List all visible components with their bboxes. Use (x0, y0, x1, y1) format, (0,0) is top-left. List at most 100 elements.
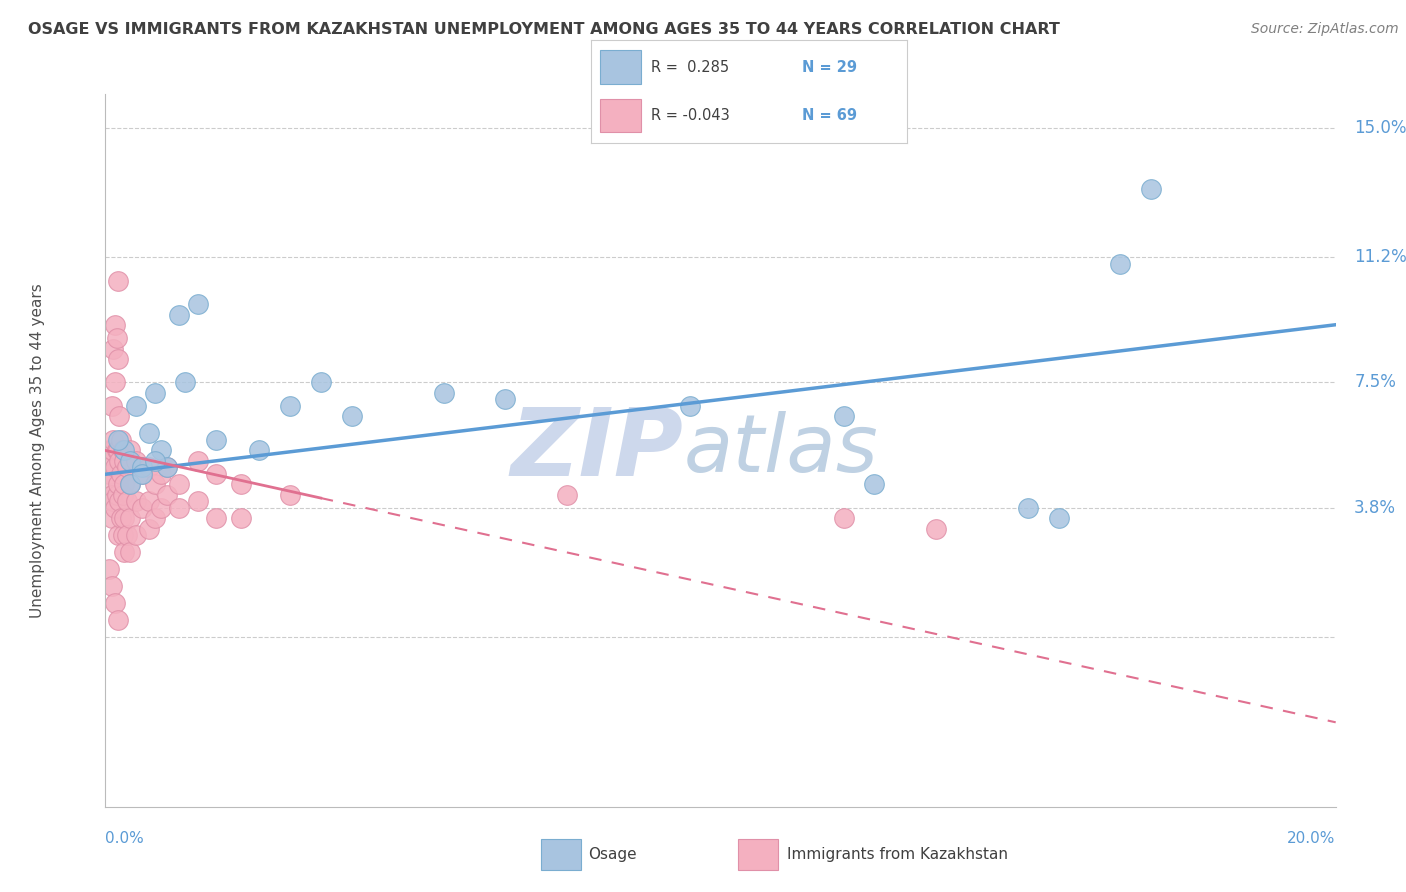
Point (174, 376, 197, 390)
Point (169, 477, 191, 491)
Point (104, 460, 127, 475)
Point (143, 453, 166, 467)
Point (138, 494, 160, 508)
Point (156, 488, 179, 502)
Point (679, 399, 702, 413)
Point (125, 494, 148, 508)
Point (100, 488, 122, 502)
Text: 11.2%: 11.2% (1354, 248, 1406, 266)
Point (247, 443, 270, 458)
Point (832, 409, 855, 424)
Point (104, 318, 127, 332)
Point (101, 342, 124, 356)
Point (107, 351, 129, 366)
Point (115, 528, 138, 542)
Point (108, 494, 131, 508)
Text: ZIP: ZIP (510, 404, 683, 497)
Point (105, 331, 128, 345)
Point (149, 443, 172, 458)
Text: 7.5%: 7.5% (1354, 374, 1396, 392)
Text: 0.0%: 0.0% (105, 831, 145, 846)
Point (104, 596, 127, 610)
Point (112, 477, 135, 491)
Point (104, 376, 127, 390)
Point (120, 545, 141, 559)
Point (131, 460, 153, 475)
Point (108, 409, 131, 424)
Point (1017, 501, 1039, 516)
Point (187, 453, 209, 467)
Point (156, 460, 179, 475)
Text: Osage: Osage (588, 847, 637, 862)
Point (131, 467, 153, 482)
Point (555, 488, 578, 502)
Point (105, 488, 128, 502)
Point (111, 443, 134, 458)
Point (101, 434, 124, 448)
Text: Unemployment Among Ages 35 to 44 years: Unemployment Among Ages 35 to 44 years (31, 283, 45, 618)
Point (156, 460, 179, 475)
Point (229, 511, 252, 525)
Point (107, 613, 129, 627)
Point (169, 501, 191, 516)
Point (832, 511, 855, 525)
Point (100, 511, 122, 525)
Point (107, 434, 129, 448)
Point (110, 434, 132, 448)
Point (112, 453, 135, 467)
Point (863, 477, 886, 491)
Point (107, 528, 129, 542)
Point (112, 443, 135, 458)
Point (278, 488, 301, 502)
Point (125, 528, 148, 542)
Point (111, 488, 134, 502)
Point (115, 460, 138, 475)
Text: atlas: atlas (683, 411, 879, 490)
Point (97, 562, 120, 576)
Point (100, 443, 122, 458)
Point (120, 453, 141, 467)
Text: 15.0%: 15.0% (1354, 119, 1406, 136)
Point (107, 274, 129, 288)
Bar (600, 99, 641, 132)
Text: R = -0.043: R = -0.043 (651, 108, 730, 123)
Point (187, 494, 209, 508)
Point (340, 409, 363, 424)
Point (205, 511, 228, 525)
Point (97, 467, 120, 482)
Point (131, 501, 153, 516)
Point (143, 477, 166, 491)
Point (105, 443, 128, 458)
Text: 3.8%: 3.8% (1354, 500, 1396, 517)
Point (107, 477, 129, 491)
Point (131, 467, 153, 482)
Point (120, 511, 141, 525)
Point (110, 467, 132, 482)
Point (138, 426, 160, 441)
Point (143, 385, 166, 400)
Point (108, 453, 131, 467)
Point (100, 399, 122, 413)
Point (187, 297, 209, 311)
Text: Immigrants from Kazakhstan: Immigrants from Kazakhstan (787, 847, 1008, 862)
Point (278, 399, 301, 413)
Point (98, 477, 122, 491)
Text: 20.0%: 20.0% (1288, 831, 1336, 846)
Point (125, 453, 148, 467)
Point (433, 385, 456, 400)
Text: R =  0.285: R = 0.285 (651, 60, 728, 75)
Point (97, 443, 120, 458)
Point (110, 511, 132, 525)
Point (169, 308, 191, 322)
Point (112, 511, 135, 525)
Point (229, 477, 252, 491)
Point (107, 443, 129, 458)
Point (111, 528, 134, 542)
Point (101, 494, 124, 508)
Point (120, 477, 141, 491)
Point (138, 522, 160, 536)
Point (309, 376, 332, 390)
Point (98, 453, 122, 467)
Point (104, 501, 127, 516)
Text: OSAGE VS IMMIGRANTS FROM KAZAKHSTAN UNEMPLOYMENT AMONG AGES 35 TO 44 YEARS CORRE: OSAGE VS IMMIGRANTS FROM KAZAKHSTAN UNEM… (28, 22, 1060, 37)
